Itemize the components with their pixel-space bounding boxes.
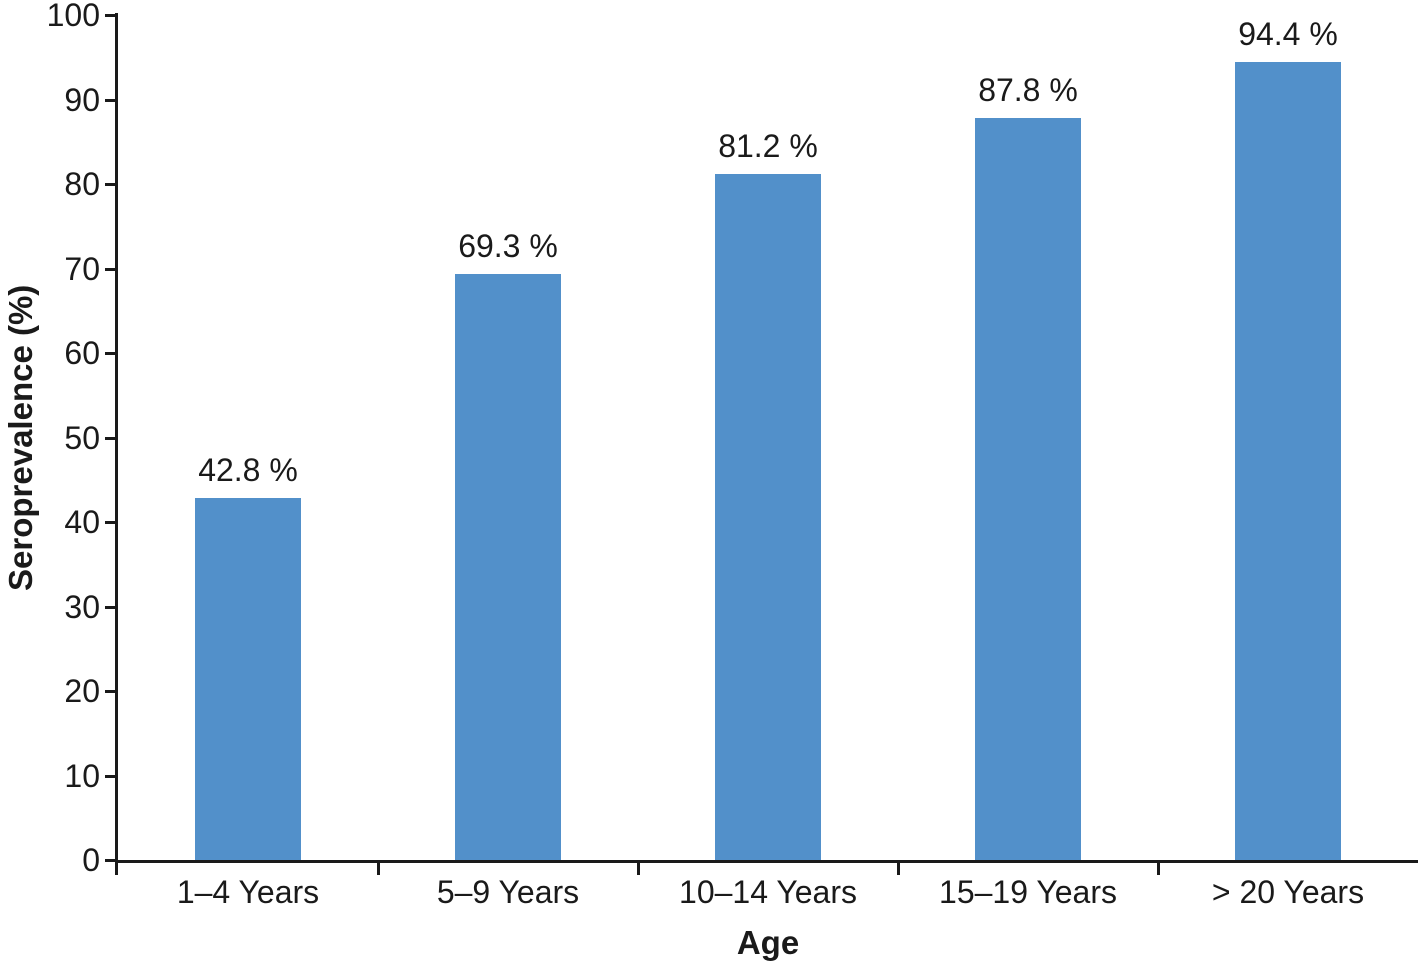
y-tick [105, 352, 115, 355]
x-axis-line [115, 860, 1418, 863]
y-tick-label: 10 [64, 757, 100, 794]
x-tick [1156, 860, 1160, 875]
x-tick [636, 860, 640, 875]
y-tick-label: 30 [64, 588, 100, 625]
category-label: 1–4 Years [176, 874, 320, 910]
y-tick [105, 859, 115, 862]
y-tick-label: 60 [64, 335, 100, 371]
x-tick [376, 860, 380, 875]
bar-value-label: 42.8 % [198, 452, 298, 489]
bar [715, 173, 821, 860]
bar [455, 274, 561, 860]
y-tick-label: 40 [64, 504, 100, 540]
category-label: > 20 Years [1211, 874, 1365, 910]
category-label: 15–19 Years [939, 874, 1117, 910]
y-tick [105, 14, 115, 17]
y-tick-label: 0 [82, 842, 100, 878]
y-tick [105, 690, 115, 693]
y-tick-label: 20 [64, 673, 100, 709]
bar [975, 118, 1081, 860]
x-axis-title: Age [736, 924, 800, 961]
y-tick-label: 70 [64, 250, 100, 287]
y-tick-label: 50 [64, 419, 100, 456]
y-tick [105, 605, 115, 609]
y-tick-label: 100 [46, 0, 100, 34]
y-tick [105, 774, 115, 778]
y-tick-label: 90 [64, 81, 100, 118]
y-tick [105, 267, 115, 271]
bar [195, 498, 301, 860]
y-axis-line [115, 13, 118, 875]
y-tick [105, 521, 115, 524]
y-tick [105, 98, 115, 102]
bar [1235, 62, 1341, 860]
category-label: 10–14 Years [679, 874, 857, 910]
y-tick [105, 183, 115, 186]
bar-value-label: 94.4 % [1238, 16, 1338, 53]
y-tick-label: 80 [64, 166, 100, 202]
bar-value-label: 69.3 % [458, 228, 558, 265]
x-tick [896, 860, 900, 875]
y-tick [105, 436, 115, 440]
bar-value-label: 81.2 % [718, 127, 818, 164]
bar-value-label: 87.8 % [978, 72, 1078, 109]
category-label: 5–9 Years [436, 874, 580, 910]
